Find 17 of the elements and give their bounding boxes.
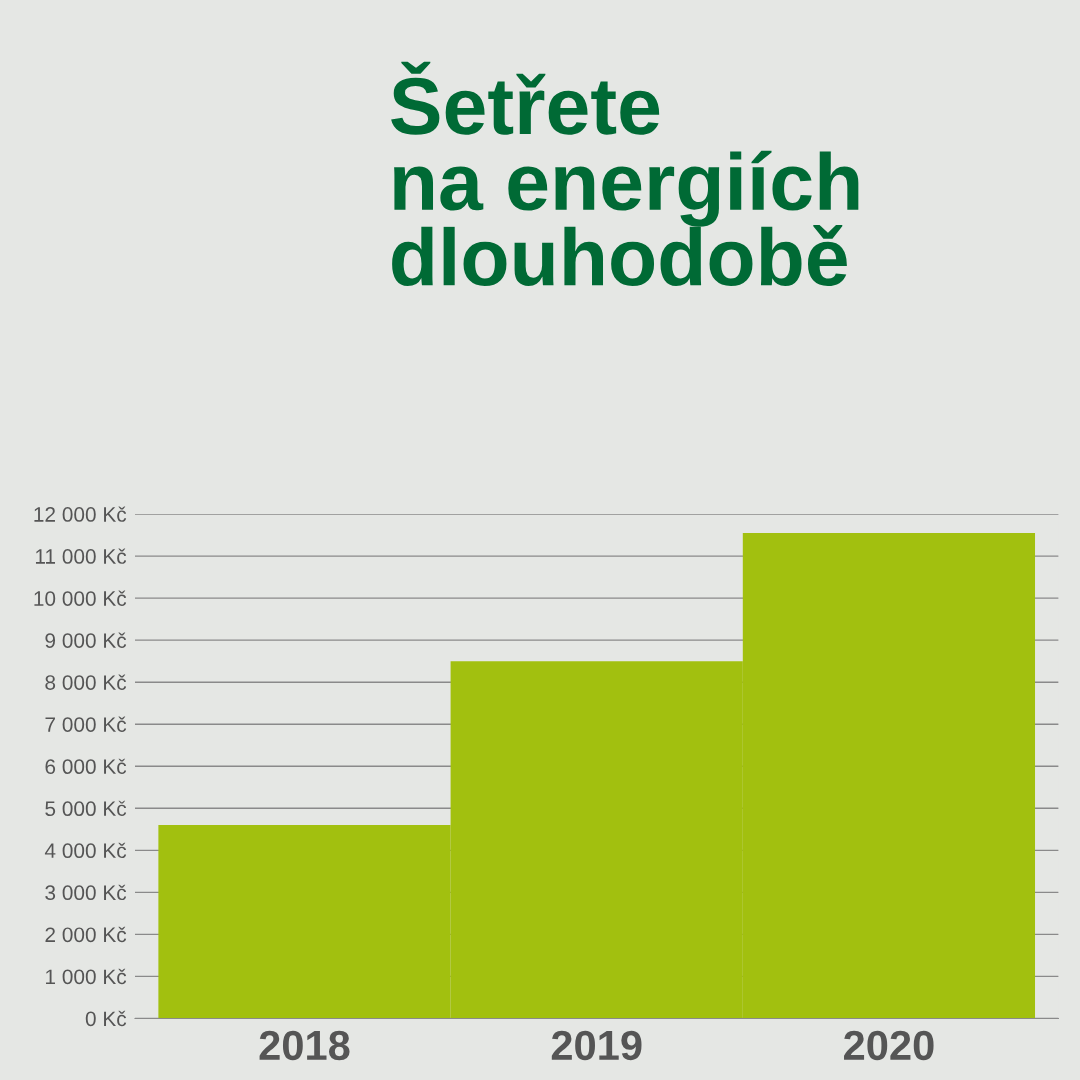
y-tick-label: 10 000 Kč [34,590,127,606]
y-tick-label: 8 000 Kč [45,674,127,690]
y-tick-label: 2 000 Kč [45,926,127,943]
y-tick-label: 4 000 Kč [44,842,127,859]
y-tick-label: 0 Kč [85,1010,127,1027]
y-tick-label: 9 000 Kč [45,632,127,648]
y-tick-label: 6 000 Kč [45,758,127,775]
y-tick-label: 11 000 Kč [35,548,127,564]
y-tick-label: 7 000 Kč [45,716,127,732]
y-tick-label: 5 000 Kč [45,800,127,817]
y-tick-label: 3 000 Kč [45,884,127,901]
y-tick-label: 1 000 Kč [46,968,127,985]
chart-title: Šetřete na energiích dlouhodobě [391,61,859,287]
x-tick-label: 2018 [259,1030,350,1061]
x-tick-label: 2019 [551,1030,642,1061]
y-tick-label: 12 000 Kč [34,506,127,522]
x-tick-label: 2020 [844,1030,934,1061]
